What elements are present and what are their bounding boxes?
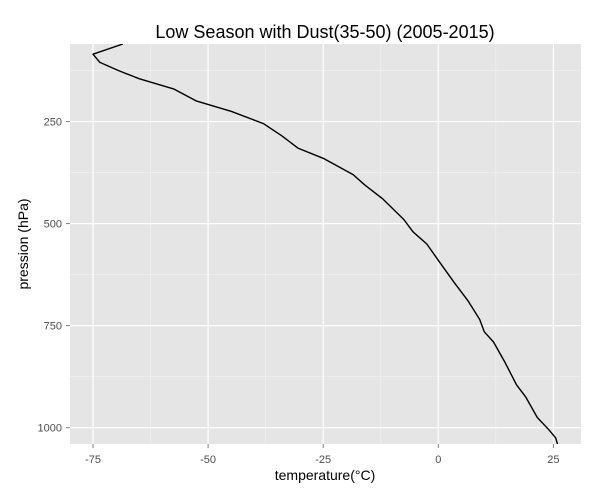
axis-layer: -75 -50 -25 0 25 250 500 750 1000	[38, 117, 560, 466]
plot-panel	[70, 44, 581, 444]
y-tick-label: 750	[44, 321, 62, 333]
x-axis-title: temperature(°C)	[275, 467, 376, 483]
y-tick-label: 500	[44, 219, 62, 231]
grid-layer	[70, 44, 581, 444]
x-tick-label: -50	[200, 454, 216, 466]
x-tick-label: 0	[435, 454, 441, 466]
x-tick-label: 25	[547, 454, 559, 466]
y-tick-label: 250	[44, 117, 62, 129]
x-tick-label: -25	[315, 454, 331, 466]
temperature-profile-line	[92, 44, 559, 444]
series-layer	[92, 44, 559, 444]
chart-title: Low Season with Dust(35-50) (2005-2015)	[155, 22, 494, 42]
y-axis-title: pression (hPa)	[15, 198, 31, 289]
x-tick-label: -75	[85, 454, 101, 466]
y-tick-label: 1000	[38, 423, 62, 435]
